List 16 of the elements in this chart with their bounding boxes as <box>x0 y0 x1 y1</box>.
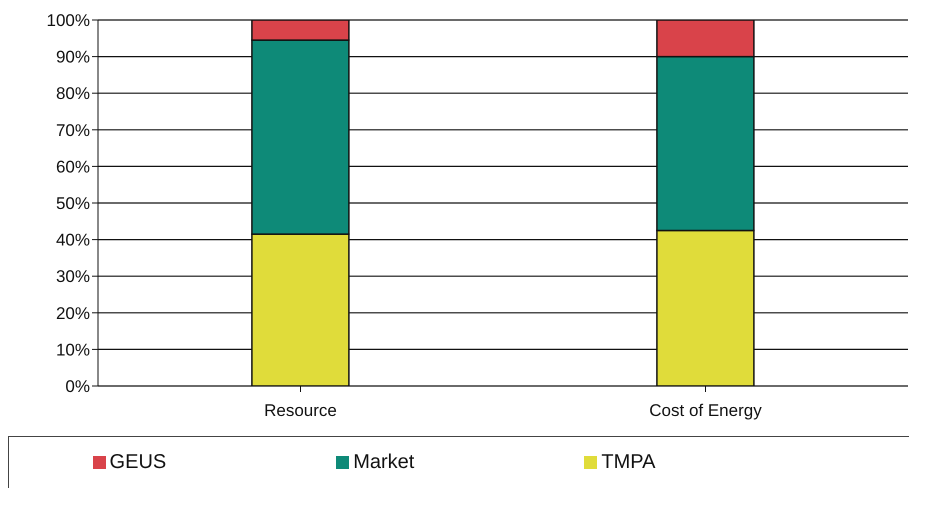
y-tick-label: 60% <box>56 157 90 176</box>
y-tick-label: 80% <box>56 84 90 104</box>
x-tick-label: Resource <box>264 401 337 420</box>
legend-label: Market <box>353 451 414 473</box>
y-tick-label: 90% <box>56 48 90 67</box>
y-tick-label: 100% <box>46 11 90 30</box>
y-tick-label: 70% <box>56 120 90 140</box>
y-tick-label: 20% <box>56 304 90 323</box>
x-tick-label: Cost of Energy <box>649 401 762 420</box>
y-tick-label: 30% <box>56 267 90 286</box>
y-tick-label: 0% <box>65 377 90 396</box>
y-tick-label: 40% <box>56 230 90 250</box>
y-tick-label: 50% <box>56 194 90 214</box>
y-tick-label: 10% <box>56 340 90 360</box>
legend-label: GEUS <box>110 451 166 473</box>
legend-label: TMPA <box>601 451 656 473</box>
